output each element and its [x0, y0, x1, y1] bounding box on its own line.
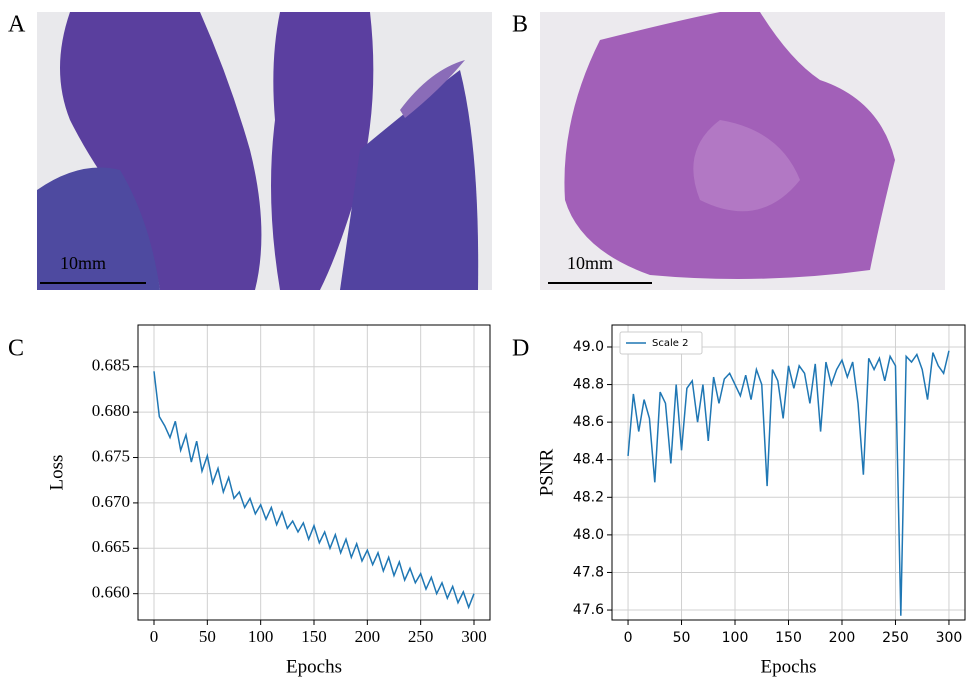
panel-label: C [8, 336, 24, 362]
y-tick-label: 0.680 [92, 401, 130, 420]
plot-frame [611, 324, 966, 621]
data-line [153, 371, 475, 610]
legend-label: Scale 2 [652, 338, 688, 349]
y-tick-label: 48.6 [573, 414, 604, 430]
x-tick-label: 200 [355, 627, 381, 646]
x-tick-label: 100 [248, 627, 274, 646]
y-tick-label: 48.0 [573, 527, 604, 543]
y-tick-label: 0.670 [92, 492, 130, 511]
panel-label: A [8, 12, 26, 38]
x-tick-label: 300 [936, 630, 963, 646]
y-axis-label: Loss [46, 455, 67, 491]
y-tick-label: 0.675 [92, 446, 130, 465]
y-tick-label: 48.4 [573, 452, 604, 468]
x-tick-label: 200 [829, 630, 856, 646]
panel-label: B [512, 12, 528, 38]
data-line [627, 350, 950, 616]
y-tick-label: 0.685 [92, 356, 130, 375]
x-tick-label: 300 [461, 627, 487, 646]
x-tick-label: 0 [624, 630, 633, 646]
histology-image-b [540, 12, 945, 290]
histology-image-a [37, 12, 492, 290]
x-tick-label: 150 [301, 627, 327, 646]
panel-label: D [512, 336, 529, 362]
y-tick-label: 0.660 [92, 583, 130, 602]
y-tick-label: 48.8 [573, 377, 604, 393]
x-tick-label: 100 [722, 630, 749, 646]
x-axis-label: Epochs [286, 656, 342, 677]
y-tick-label: 48.2 [573, 489, 604, 505]
x-tick-label: 250 [882, 630, 909, 646]
x-tick-label: 250 [408, 627, 434, 646]
legend-box [619, 331, 703, 355]
scale-label: 10mm [60, 253, 106, 273]
scale-label: 10mm [567, 253, 613, 273]
plot-frame [137, 324, 491, 621]
x-tick-label: 150 [775, 630, 802, 646]
x-axis-label: Epochs [761, 656, 817, 677]
x-tick-label: 50 [673, 630, 691, 646]
y-tick-label: 47.6 [573, 602, 604, 618]
x-tick-label: 0 [150, 627, 159, 646]
y-tick-label: 0.665 [92, 537, 130, 556]
y-tick-label: 47.8 [573, 564, 604, 580]
y-axis-label: PSNR [536, 448, 557, 496]
x-tick-label: 50 [199, 627, 216, 646]
y-tick-label: 49.0 [573, 339, 604, 355]
